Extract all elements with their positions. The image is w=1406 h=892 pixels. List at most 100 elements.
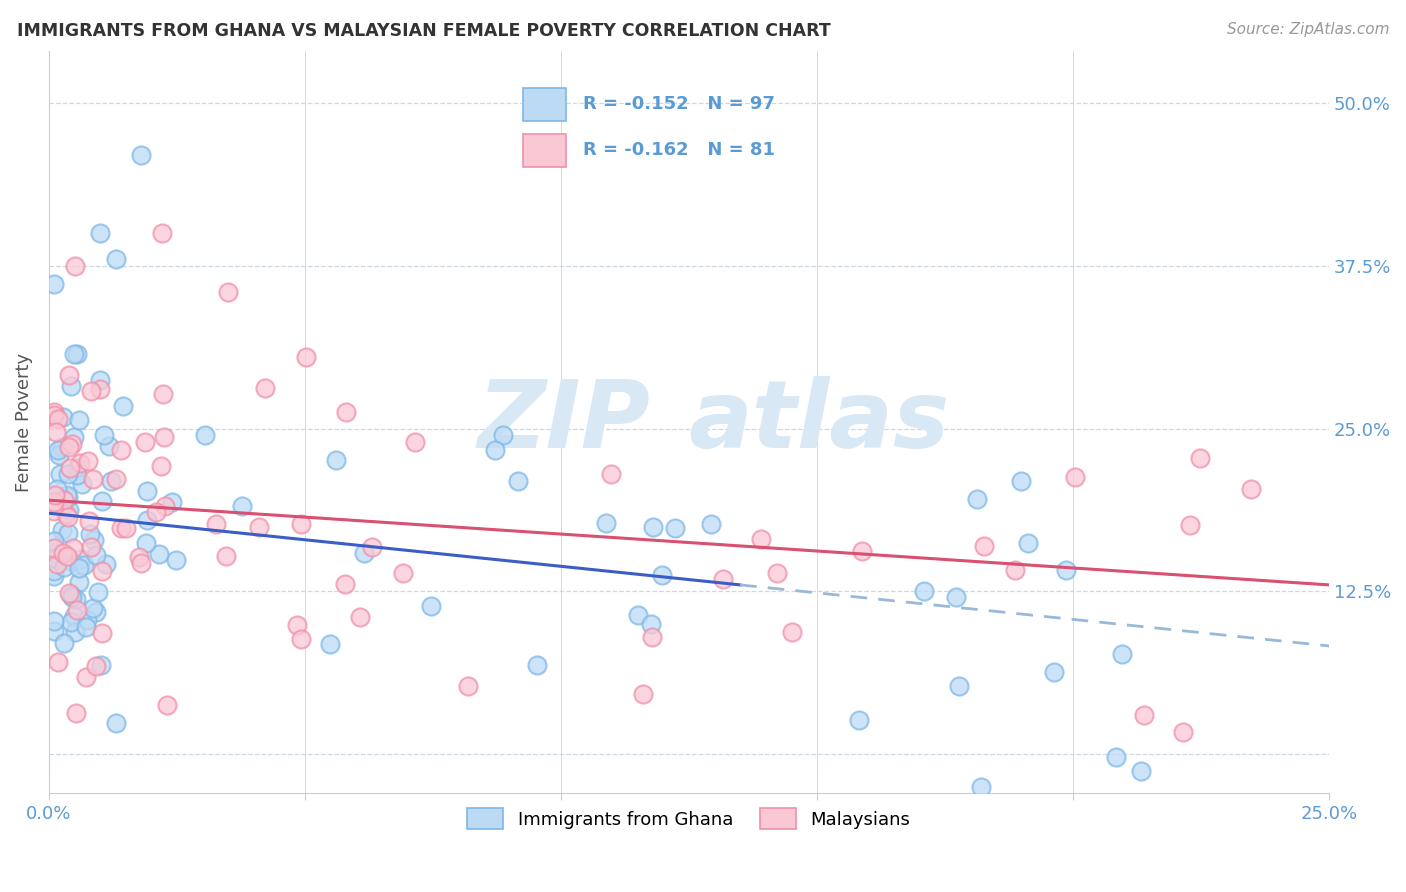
Point (58, 503, 80, 517)
Point (1043, 665, 1066, 680)
Point (104, 252, 127, 267)
Point (42, 409, 65, 423)
Point (56, 510, 79, 524)
Point (89, 373, 111, 387)
Point (295, 351, 318, 365)
Point (56, 526, 79, 541)
Point (53, 559, 76, 574)
Point (215, 549, 238, 563)
Text: atlas: atlas (689, 376, 950, 468)
Point (361, 541, 384, 555)
Point (97, 439, 120, 453)
Point (780, 624, 803, 639)
Point (1017, 536, 1039, 550)
Point (42, 624, 65, 639)
Point (152, 386, 174, 401)
Point (44, 550, 66, 565)
Point (912, 584, 935, 599)
Point (851, 543, 873, 558)
Point (60, 588, 83, 602)
Point (90, 494, 112, 508)
Point (58, 440, 80, 454)
Point (66, 347, 89, 361)
Point (595, 516, 617, 530)
Point (973, 539, 995, 553)
Point (253, 381, 276, 395)
Point (641, 520, 664, 534)
Point (60, 590, 83, 604)
Point (90, 657, 112, 672)
Point (765, 566, 787, 581)
Point (58, 368, 80, 383)
Point (335, 405, 357, 419)
Point (349, 610, 371, 624)
Point (62, 347, 84, 361)
Point (46, 411, 69, 425)
Point (59, 615, 82, 629)
Y-axis label: Female Poverty: Female Poverty (15, 352, 32, 491)
Point (484, 442, 506, 457)
Point (84, 548, 107, 562)
Point (76, 613, 98, 627)
Point (70, 477, 93, 491)
Point (153, 499, 176, 513)
Point (966, 491, 988, 506)
Point (600, 467, 623, 481)
Legend: Immigrants from Ghana, Malaysians: Immigrants from Ghana, Malaysians (460, 801, 918, 837)
Point (46, 656, 69, 670)
Point (128, 549, 150, 564)
Point (91, 626, 114, 640)
Point (1171, 725, 1194, 739)
Point (63, 624, 86, 639)
Point (69, 552, 91, 566)
Point (56, 490, 79, 504)
Point (45, 425, 67, 439)
Point (353, 546, 375, 560)
Point (42, 541, 65, 555)
Point (56, 549, 79, 563)
Point (66, 603, 89, 617)
Point (75, 670, 97, 684)
Point (75, 620, 97, 634)
Point (66, 461, 89, 475)
Point (52, 546, 75, 560)
Point (1240, 483, 1263, 497)
Point (506, 474, 529, 488)
Point (945, 590, 967, 604)
Point (651, 568, 673, 582)
Point (391, 566, 413, 580)
Point (627, 607, 650, 622)
Point (62, 608, 84, 623)
Point (711, 572, 734, 586)
Point (970, 780, 993, 794)
Point (148, 547, 170, 561)
Point (1064, 469, 1087, 483)
Point (204, 517, 226, 532)
Point (69, 456, 91, 470)
Point (136, 513, 159, 527)
Text: ZIP: ZIP (478, 376, 651, 468)
Point (1111, 648, 1133, 662)
Point (105, 471, 128, 485)
Point (948, 679, 970, 693)
Point (42, 495, 65, 509)
Point (80, 540, 103, 554)
Point (145, 505, 167, 519)
Point (90, 564, 112, 578)
Point (699, 516, 721, 531)
Point (115, 521, 138, 535)
Point (42, 614, 65, 628)
Point (749, 532, 772, 546)
Point (333, 576, 356, 591)
Point (62, 555, 84, 569)
Point (52, 409, 75, 424)
Point (63, 430, 86, 444)
Point (112, 399, 135, 413)
Point (150, 458, 173, 473)
Point (89, 382, 111, 396)
Point (82, 600, 104, 615)
Point (136, 484, 159, 499)
Point (1189, 451, 1212, 466)
Point (1130, 764, 1153, 778)
Point (135, 536, 157, 550)
